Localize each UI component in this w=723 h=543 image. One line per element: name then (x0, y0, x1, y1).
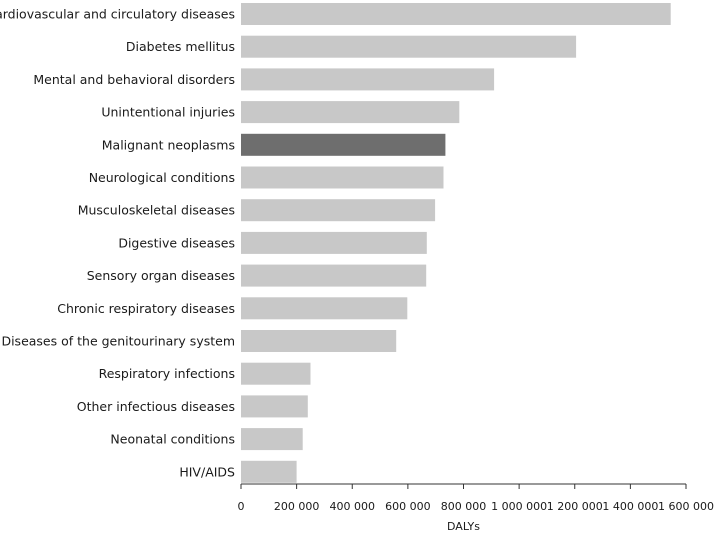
x-tick-label: 0 (238, 500, 245, 513)
bar-3 (241, 101, 460, 124)
bar-0 (241, 3, 671, 25)
x-tick-label: 400 000 (330, 500, 376, 513)
bars-layer (241, 3, 671, 483)
category-labels: Cardiovascular and circulatory diseases D… (0, 7, 235, 480)
category-label: Chronic respiratory diseases (57, 301, 235, 316)
category-label: Respiratory infections (99, 366, 235, 381)
bar-7 (241, 231, 427, 254)
bar-13 (241, 428, 303, 451)
bar-2 (241, 68, 495, 91)
category-label: Digestive diseases (118, 235, 235, 250)
x-tick-label: 1 400 000 (602, 500, 658, 513)
x-axis-title: DALYs (447, 520, 480, 533)
category-label: Unintentional injuries (101, 105, 235, 120)
category-label: Neurological conditions (89, 170, 235, 185)
category-label: Neonatal conditions (110, 432, 235, 447)
bar-6 (241, 199, 436, 222)
category-label: Diseases of the genitourinary system (1, 334, 235, 349)
bar-5 (241, 166, 444, 189)
x-tick-label: 200 000 (274, 500, 320, 513)
x-tick-label: 1 600 000 (658, 500, 714, 513)
bar-12 (241, 395, 308, 418)
category-label: Diabetes mellitus (126, 39, 235, 54)
bar-1 (241, 35, 577, 58)
x-tick-label: 1 200 000 (547, 500, 603, 513)
x-tick-label: 600 000 (385, 500, 431, 513)
x-tick-label: 1 000 000 (491, 500, 547, 513)
category-label: Sensory organ diseases (87, 268, 235, 283)
category-label: Other infectious diseases (77, 399, 235, 414)
bar-14 (241, 460, 297, 483)
bar-8 (241, 264, 427, 287)
category-label: Musculoskeletal diseases (78, 203, 235, 218)
category-label: HIV/AIDS (179, 464, 235, 479)
x-tick-label: 800 000 (441, 500, 487, 513)
bar-9 (241, 297, 408, 320)
category-label: Mental and behavioral disorders (33, 72, 235, 87)
bar-11 (241, 362, 311, 385)
x-axis-ticks: 0 200 000 400 000 600 000 800 000 1 000 000 1 … (238, 484, 714, 513)
category-label: Cardiovascular and circulatory diseases (0, 7, 235, 22)
category-label: Malignant neoplasms (102, 137, 235, 152)
bar-10 (241, 330, 397, 352)
bar-4 (241, 133, 446, 156)
